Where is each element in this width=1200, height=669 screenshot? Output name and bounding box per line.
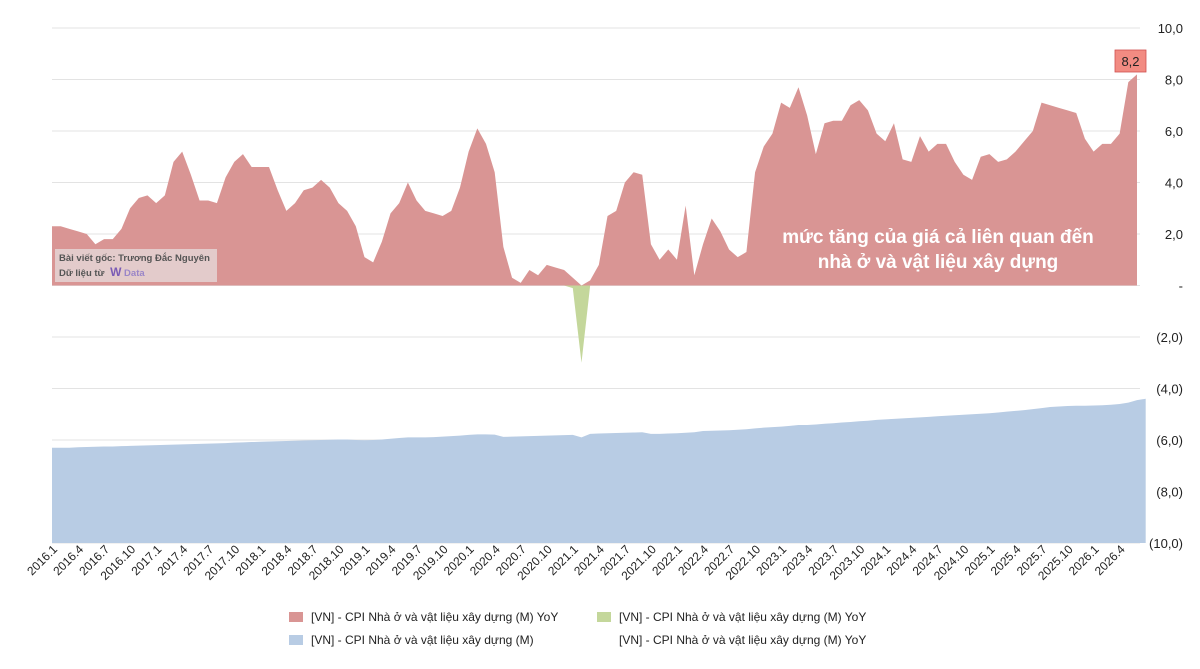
wdata-logo-text: Data [124,268,145,279]
y-tick-label-0: 10,0 [1158,21,1183,36]
y-tick-label-10: (10,0) [1149,536,1183,551]
legend-label-yoy-negative: [VN] - CPI Nhà ở và vật liệu xây dựng (M… [619,610,866,624]
y-tick-label-2: 6,0 [1165,124,1183,139]
y-tick-label-8: (6,0) [1156,433,1183,448]
last-value-badge-box [1114,49,1147,73]
cpi-index-area [52,398,1146,543]
cpi-yoy-positive-area [52,74,1137,286]
credit-source-prefix: Dữ liệu từ [59,268,105,279]
y-tick-label-3: 4,0 [1165,176,1183,191]
credit-author: Bài viết gốc: Trương Đắc Nguyên [59,252,210,264]
y-tick-label-7: (4,0) [1156,382,1183,397]
annotation-line-1: mức tăng của giá cả liên quan đến [782,227,1094,248]
legend-swatch-red [289,612,303,622]
y-tick-label-1: 8,0 [1165,73,1183,88]
annotation-line-2: nhà ở và vật liệu xây dựng [818,252,1059,273]
last-value-label: 8,2 [1121,54,1139,69]
last-value-badge: 8,2 [1114,49,1147,73]
legend-swatch-green [597,612,611,622]
legend-swatch-blue [289,635,303,645]
credit-box: Bài viết gốc: Trương Đắc Nguyên Dữ liệu … [55,249,217,282]
legend-label-yoy-blank: [VN] - CPI Nhà ở và vật liệu xây dựng (M… [619,633,866,647]
legend-item-index: [VN] - CPI Nhà ở và vật liệu xây dựng (M… [289,633,534,647]
wdata-logo-letter: W [110,265,122,279]
legend-item-yoy-blank: [VN] - CPI Nhà ở và vật liệu xây dựng (M… [597,633,866,647]
x-axis-tick-labels: 2016.12016.42016.72016.102017.12017.4201… [24,542,1128,583]
legend-swatch-white [597,635,611,645]
y-tick-label-6: (2,0) [1156,330,1183,345]
legend-label-index: [VN] - CPI Nhà ở và vật liệu xây dựng (M… [311,633,534,647]
legend: [VN] - CPI Nhà ở và vật liệu xây dựng (M… [289,610,866,647]
annotation: mức tăng của giá cả liên quan đến nhà ở … [782,227,1094,273]
y-tick-label-9: (8,0) [1156,485,1183,500]
y-tick-label-4: 2,0 [1165,227,1183,242]
legend-label-yoy-positive: [VN] - CPI Nhà ở và vật liệu xây dựng (M… [311,610,558,624]
cpi-yoy-negative-area [52,285,1137,363]
credit-background [55,249,217,282]
series-cpi-yoy-negative-area [52,285,1137,363]
y-axis-tick-labels: 10,0 8,0 6,0 4,0 2,0 - (2,0) (4,0) (6,0) (8,0) (10… [1149,21,1183,551]
legend-item-yoy-positive: [VN] - CPI Nhà ở và vật liệu xây dựng (M… [289,610,558,624]
credit-source: Dữ liệu từ W Data [59,265,145,279]
series-cpi-yoy-positive-area [52,74,1137,286]
x-tick-label-41: 2026.4 [1092,542,1128,578]
series-cpi-index-area [52,398,1146,543]
legend-item-yoy-negative: [VN] - CPI Nhà ở và vật liệu xây dựng (M… [597,610,866,624]
y-tick-label-5: - [1179,279,1183,294]
